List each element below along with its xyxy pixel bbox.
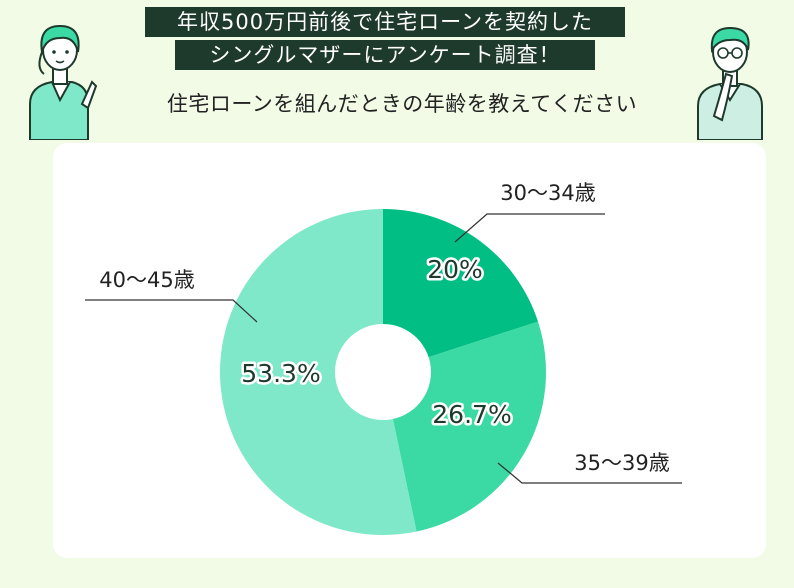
man-thinking-icon — [697, 26, 763, 140]
category-label-40-45: 40〜45歳 — [99, 268, 194, 292]
value-label-30-34: 20% — [427, 255, 483, 284]
leader-line-35-39 — [497, 462, 682, 484]
category-label-30-34: 30〜34歳 — [500, 181, 595, 205]
title-line-2: シングルマザーにアンケート調査！ — [175, 40, 595, 70]
category-label-35-39: 35〜39歳 — [574, 451, 669, 475]
pie-slice-40-45 — [219, 209, 417, 535]
leader-line-40-45 — [85, 299, 258, 323]
header-banner: 年収500万円前後で住宅ローンを契約した シングルマザーにアンケート調査！ 住宅… — [0, 0, 794, 140]
question-text: 住宅ローンを組んだときの年齢を教えてください — [166, 92, 638, 116]
value-label-40-45: 53.3% — [241, 359, 320, 388]
title-line-1: 年収500万円前後で住宅ローンを契約した — [145, 7, 625, 37]
leader-line-30-34 — [454, 213, 605, 243]
pie-slice-30-34 — [383, 209, 539, 372]
title-box: 年収500万円前後で住宅ローンを契約した シングルマザーにアンケート調査！ — [120, 7, 650, 73]
value-label-35-39: 26.7% — [432, 400, 511, 429]
woman-pointing-icon — [29, 24, 98, 140]
donut-hole — [335, 324, 431, 420]
